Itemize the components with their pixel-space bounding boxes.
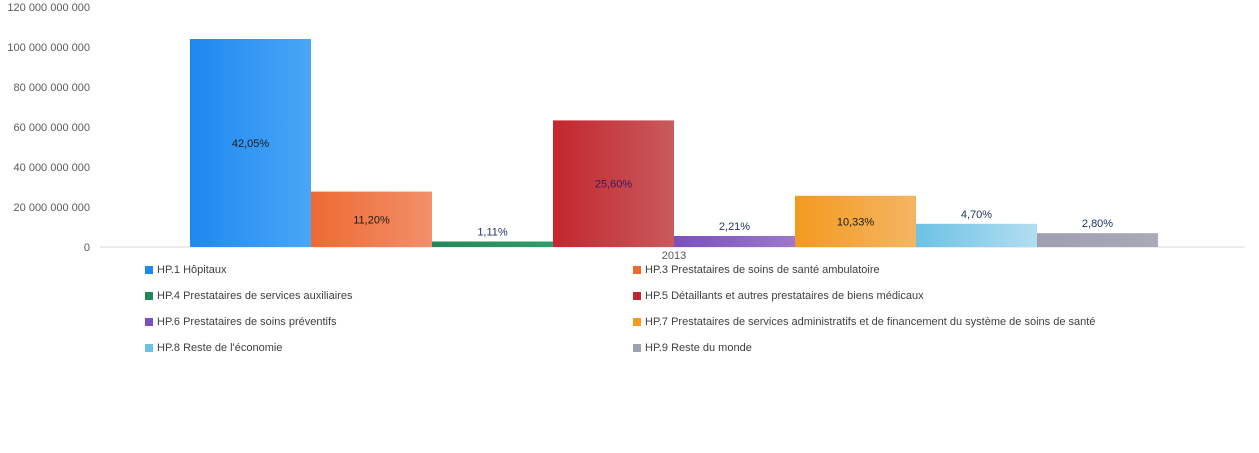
legend-label: HP.1 Hôpitaux (157, 264, 227, 276)
y-tick-label: 0 (84, 242, 90, 254)
bar-2 (311, 191, 432, 247)
y-tick-label: 80 000 000 000 (14, 82, 90, 94)
data-label: 4,70% (961, 209, 992, 221)
y-tick-label: 20 000 000 000 (14, 202, 90, 214)
y-tick-label: 120 000 000 000 (7, 2, 90, 14)
bar-5 (674, 236, 795, 247)
legend-item: HP.3 Prestataires de soins de santé ambu… (633, 264, 880, 276)
bar-6 (795, 195, 916, 247)
legend-item: HP.5 Détaillants et autres prestataires … (633, 290, 924, 302)
data-labels: 42,05% 11,20% 1,11% 25,60% 2,21% 10,33% 4,70% 2… (232, 138, 1113, 239)
legend-item: HP.4 Prestataires de services auxiliaire… (145, 290, 352, 302)
x-category-label: 2013 (662, 250, 686, 260)
legend-label: HP.7 Prestataires de services administra… (645, 316, 1096, 328)
data-label: 2,80% (1082, 218, 1113, 230)
legend-item: HP.7 Prestataires de services administra… (633, 316, 1095, 328)
bar-7 (916, 223, 1037, 247)
data-label: 11,20% (353, 214, 390, 226)
legend-swatch (145, 318, 153, 326)
y-tick-label: 100 000 000 000 (7, 42, 90, 54)
data-label: 25,60% (595, 179, 633, 191)
legend-item: HP.1 Hôpitaux (145, 264, 227, 276)
legend-label: HP.8 Reste de l'économie (157, 342, 283, 354)
data-label: 1,11% (477, 227, 508, 239)
legend-label: HP.3 Prestataires de soins de santé ambu… (645, 264, 880, 276)
legend-swatch (633, 266, 641, 274)
legend-label: HP.6 Prestataires de soins préventifs (157, 316, 337, 328)
y-tick-label: 60 000 000 000 (14, 122, 90, 134)
bar-1 (190, 39, 311, 247)
legend-label: HP.4 Prestataires de services auxiliaire… (157, 290, 353, 302)
bar-8 (1037, 233, 1158, 247)
legend-swatch (145, 292, 153, 300)
bar-4 (553, 120, 674, 247)
legend-item: HP.9 Reste du monde (633, 342, 752, 354)
legend-swatch (633, 318, 641, 326)
legend-label: HP.5 Détaillants et autres prestataires … (645, 290, 924, 302)
data-label: 2,21% (719, 221, 750, 233)
y-axis: 0 20 000 000 000 40 000 000 000 60 000 000 … (7, 2, 90, 254)
legend-swatch (145, 266, 153, 274)
bars (190, 39, 1158, 247)
data-label: 42,05% (232, 138, 270, 150)
bar-3 (432, 241, 553, 247)
legend-swatch (633, 344, 641, 352)
legend-item: HP.8 Reste de l'économie (145, 342, 282, 354)
legend-swatch (633, 292, 641, 300)
legend-item: HP.6 Prestataires de soins préventifs (145, 316, 337, 328)
data-label: 10,33% (837, 216, 875, 228)
legend-label: HP.9 Reste du monde (645, 342, 752, 354)
y-tick-label: 40 000 000 000 (14, 162, 90, 174)
legend-swatch (145, 344, 153, 352)
bar-chart: 0 20 000 000 000 40 000 000 000 60 000 000 … (7, 2, 1245, 260)
